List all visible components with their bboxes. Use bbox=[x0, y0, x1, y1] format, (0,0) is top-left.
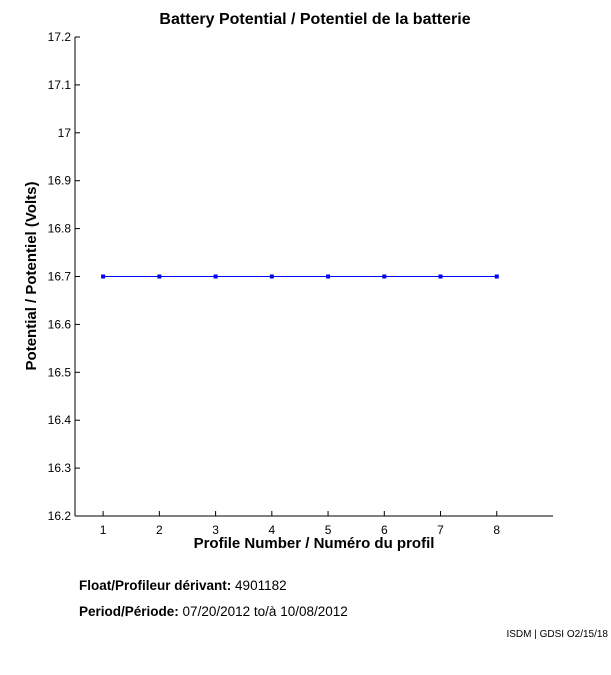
y-tick-label: 17 bbox=[58, 126, 72, 140]
period-end: 10/08/2012 bbox=[280, 604, 348, 619]
x-axis-label: Profile Number / Numéro du profil bbox=[194, 535, 435, 552]
y-tick-label: 16.6 bbox=[48, 317, 72, 331]
y-tick-label: 16.3 bbox=[48, 461, 72, 475]
credit-text: ISDM | GDSI O2/15/18 bbox=[506, 629, 608, 640]
data-point bbox=[213, 274, 218, 279]
y-tick-label: 16.8 bbox=[48, 222, 72, 236]
chart: Battery Potential / Potentiel de la batt… bbox=[23, 11, 553, 552]
x-tick-label: 4 bbox=[268, 523, 275, 537]
x-tick-label: 2 bbox=[156, 523, 163, 537]
x-tick-label: 7 bbox=[437, 523, 444, 537]
float-label: Float/Profileur dérivant: bbox=[79, 578, 232, 593]
float-info: Float/Profileur dérivant: 4901182 bbox=[79, 578, 287, 593]
data-point bbox=[269, 274, 274, 279]
data-point bbox=[101, 274, 106, 279]
y-tick-label: 16.4 bbox=[48, 413, 72, 427]
x-tick-label: 5 bbox=[325, 523, 332, 537]
x-tick-label: 6 bbox=[381, 523, 388, 537]
float-value: 4901182 bbox=[235, 578, 287, 593]
period-separator: to/à bbox=[253, 604, 277, 619]
x-axis-ticks: 1 2 3 4 5 6 7 8 bbox=[100, 511, 500, 537]
period-info: Period/Période: 07/20/2012 to/à 10/08/20… bbox=[79, 604, 348, 619]
period-label: Period/Période: bbox=[79, 604, 179, 619]
y-tick-label: 17.2 bbox=[48, 30, 72, 44]
data-point bbox=[438, 274, 443, 279]
y-tick-label: 16.7 bbox=[48, 270, 72, 284]
data-point bbox=[326, 274, 331, 279]
y-tick-label: 16.2 bbox=[48, 509, 72, 523]
y-axis-label: Potential / Potentiel (Volts) bbox=[23, 182, 40, 371]
data-point bbox=[382, 274, 387, 279]
period-start: 07/20/2012 bbox=[182, 604, 251, 619]
x-tick-label: 8 bbox=[493, 523, 500, 537]
chart-title: Battery Potential / Potentiel de la batt… bbox=[159, 11, 470, 28]
series-layer bbox=[101, 274, 499, 279]
x-tick-label: 1 bbox=[100, 523, 107, 537]
data-point bbox=[157, 274, 162, 279]
y-axis-ticks: 16.2 16.3 16.4 16.5 16.6 16.7 16.8 16.9 17 17.1 17… bbox=[48, 30, 80, 523]
y-tick-label: 16.9 bbox=[48, 174, 72, 188]
data-point bbox=[494, 274, 499, 279]
x-tick-label: 3 bbox=[212, 523, 219, 537]
y-tick-label: 16.5 bbox=[48, 365, 72, 379]
y-tick-label: 17.1 bbox=[48, 78, 72, 92]
